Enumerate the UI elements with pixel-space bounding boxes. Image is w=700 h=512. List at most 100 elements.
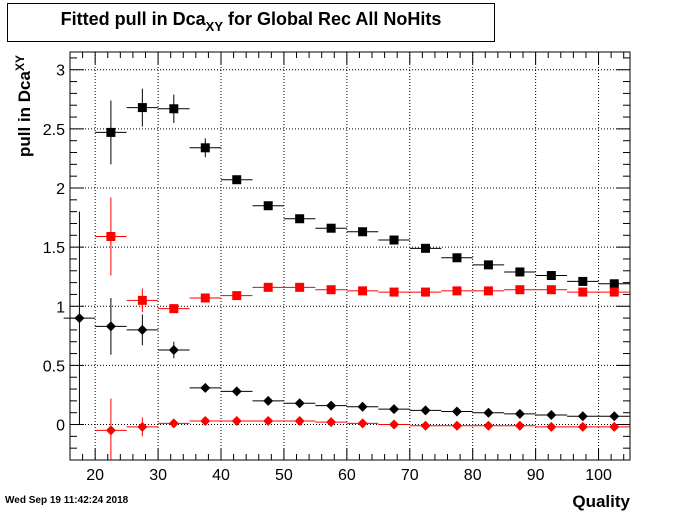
y-tick-label: 1.5: [43, 240, 65, 257]
data-point: [105, 425, 116, 436]
axis-ticks: 20 30 40 50 60 70 80 90 100 0 0.5 1 1.5 2 2.5 3: [43, 52, 630, 484]
data-point: [74, 313, 85, 324]
data-point: [106, 231, 116, 241]
data-point: [483, 407, 494, 418]
data-point: [137, 421, 148, 432]
data-point: [326, 400, 337, 411]
data-point: [357, 418, 368, 429]
data-point: [420, 420, 431, 431]
y-tick-label: 2: [56, 181, 65, 198]
y-tick-label: 0.5: [43, 358, 65, 375]
data-point: [168, 418, 179, 429]
data-point: [483, 420, 494, 431]
y-tick-label: 3: [56, 63, 65, 80]
data-point: [137, 324, 148, 335]
data-point: [294, 415, 305, 426]
data-point: [231, 386, 242, 397]
title-main: Fitted pull in Dca: [60, 9, 206, 29]
data-point: [263, 282, 273, 292]
data-point: [483, 260, 493, 270]
x-tick-label: 20: [86, 467, 104, 484]
series-2: [95, 197, 630, 314]
data-point: [263, 395, 274, 406]
y-tick-label: 2.5: [43, 122, 65, 139]
timestamp: Wed Sep 19 11:42:24 2018: [5, 495, 129, 506]
data-point: [452, 286, 462, 296]
data-point: [106, 127, 116, 137]
data-point: [389, 404, 400, 415]
data-point: [609, 279, 619, 289]
data-point: [389, 235, 399, 245]
title-subscript: XY: [205, 19, 223, 34]
data-point: [326, 285, 336, 295]
data-point: [200, 293, 210, 303]
data-point: [263, 415, 274, 426]
x-axis-label: Quality: [572, 492, 630, 511]
data-point: [578, 287, 588, 297]
y-tick-label: 0: [56, 418, 65, 435]
series-3: [63, 211, 630, 425]
data-point: [420, 405, 431, 416]
data-point: [232, 291, 242, 301]
y-axis-label: pull in DcaXY: [13, 55, 34, 157]
series-1: [95, 88, 630, 289]
data-point: [546, 421, 557, 432]
data-point: [263, 201, 273, 211]
data-point: [326, 223, 336, 233]
data-point: [200, 415, 211, 426]
plot-frame: [69, 51, 631, 461]
data-point: [451, 406, 462, 417]
data-point: [232, 175, 242, 185]
data-point: [169, 104, 179, 114]
data-point: [451, 420, 462, 431]
data-point: [137, 103, 147, 113]
x-tick-label: 70: [401, 467, 419, 484]
data-point: [514, 408, 525, 419]
data-point: [295, 282, 305, 292]
x-tick-label: 40: [212, 467, 230, 484]
y-axis-label-subscript: XY: [13, 55, 27, 71]
title-rest: for Global Rec All NoHits: [223, 9, 442, 29]
data-series: [63, 88, 630, 460]
data-point: [200, 382, 211, 393]
data-point: [200, 143, 210, 153]
data-point: [169, 304, 179, 314]
data-point: [546, 271, 556, 281]
data-point: [389, 287, 399, 297]
chart-title: Fitted pull in DcaXY for Global Rec All …: [7, 3, 495, 42]
data-point: [231, 415, 242, 426]
data-point: [137, 295, 147, 305]
data-point: [514, 420, 525, 431]
data-point: [421, 287, 431, 297]
x-tick-label: 50: [275, 467, 293, 484]
data-point: [357, 401, 368, 412]
data-point: [294, 398, 305, 409]
data-point: [326, 417, 337, 428]
data-point: [421, 243, 431, 253]
data-point: [168, 345, 179, 356]
data-point: [295, 214, 305, 224]
y-tick-label: 1: [56, 299, 65, 316]
data-point: [577, 411, 588, 422]
data-point: [609, 287, 619, 297]
x-tick-label: 100: [585, 467, 612, 484]
data-point: [546, 410, 557, 421]
x-tick-label: 30: [149, 467, 167, 484]
data-point: [452, 253, 462, 263]
data-point: [515, 285, 525, 295]
data-point: [358, 227, 368, 237]
data-point: [578, 276, 588, 286]
y-axis-label-main: pull in Dca: [15, 71, 34, 158]
data-point: [577, 421, 588, 432]
data-point: [105, 321, 116, 332]
x-tick-label: 90: [527, 467, 545, 484]
data-point: [609, 421, 620, 432]
data-point: [389, 419, 400, 430]
data-point: [515, 267, 525, 277]
data-point: [483, 286, 493, 296]
plot-border: [69, 51, 631, 461]
data-point: [609, 411, 620, 422]
data-point: [358, 286, 368, 296]
series-4: [95, 398, 630, 460]
